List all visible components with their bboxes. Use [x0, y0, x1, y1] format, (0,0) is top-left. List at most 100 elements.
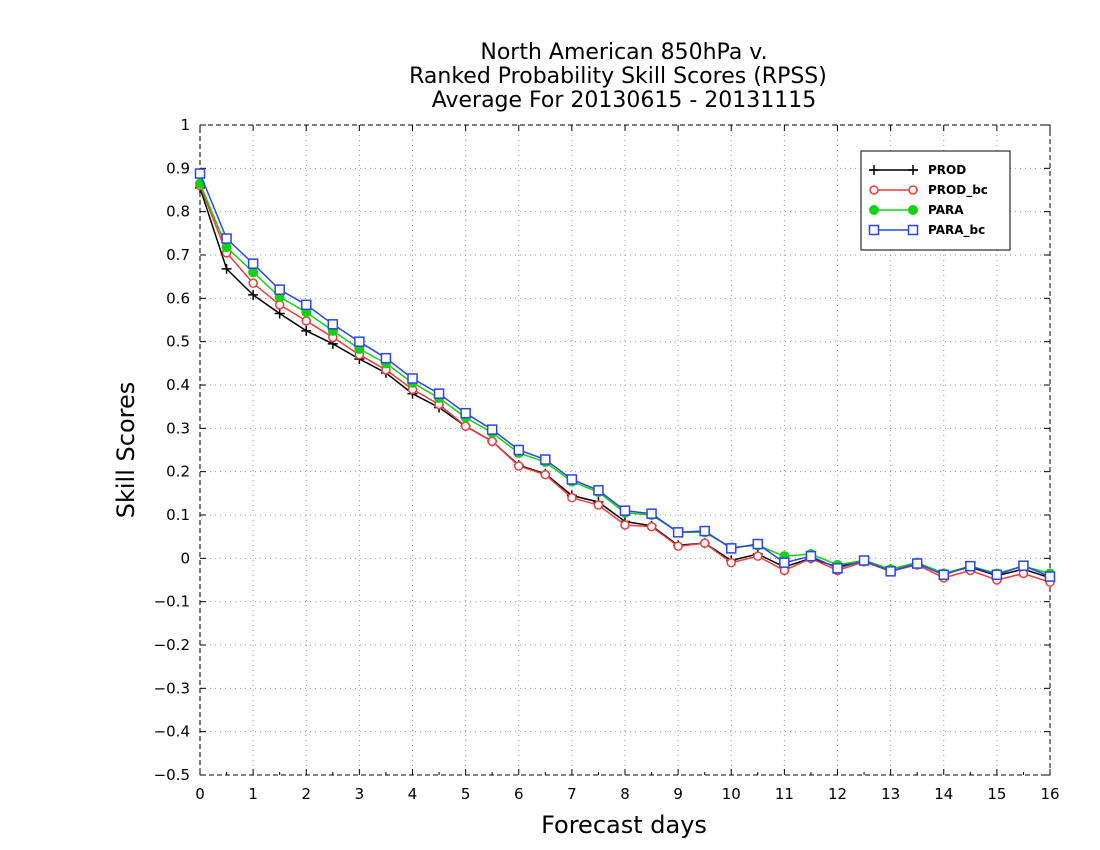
x-tick-label: 4: [408, 785, 418, 803]
x-tick-label: 8: [620, 785, 630, 803]
data-point-para-bc: [407, 373, 418, 384]
data-point-para-bc: [911, 558, 923, 569]
data-point-para-bc: [672, 527, 684, 538]
data-point-para-bc: [274, 284, 285, 295]
data-point-para-bc: [991, 569, 1003, 581]
y-axis-ticks: −0.5 −0.4 −0.3 −0.2 −0.1 0 0.1 0.2 0.3 0.4 0.5 0.6 0…: [154, 116, 1050, 784]
data-point-prod-bc: [699, 538, 710, 548]
data-point-prod-bc: [248, 278, 258, 288]
x-tick-label: 9: [673, 785, 683, 803]
x-tick-label: 7: [567, 785, 577, 803]
data-point-para-bc: [354, 336, 365, 347]
data-point-prod: [301, 325, 312, 336]
data-point-prod-bc: [620, 520, 630, 530]
legend-label: PROD_bc: [928, 183, 988, 198]
y-tick-label: 0.1: [166, 506, 190, 524]
x-tick-label: 10: [722, 785, 741, 803]
x-tick-label: 13: [881, 785, 900, 803]
data-point-para-bc: [380, 352, 392, 364]
y-tick-label: 0.7: [166, 246, 190, 264]
legend-marker: [869, 205, 879, 215]
y-tick-label: 0: [180, 549, 190, 567]
data-point-para-bc: [327, 319, 339, 330]
data-point-para-bc: [699, 525, 710, 537]
legend-marker: [868, 224, 880, 236]
data-point-prod-bc: [593, 500, 604, 510]
data-point-para-bc: [1018, 560, 1029, 571]
data-point-para-bc: [460, 407, 471, 419]
data-point-para-bc: [965, 560, 976, 572]
series-para-bc: [194, 168, 1056, 582]
data-point-prod-bc: [274, 300, 285, 310]
x-tick-label: 11: [775, 785, 794, 803]
data-point-para-bc: [433, 388, 445, 399]
legend-marker: [908, 185, 918, 195]
legend-item-prod: PROD: [869, 163, 966, 177]
data-point-para-bc: [194, 168, 206, 179]
data-point-para-bc: [858, 555, 870, 566]
legend-item-prod-bc: PROD_bc: [869, 183, 988, 198]
data-point-prod-bc: [646, 521, 657, 532]
legend-marker: [908, 165, 918, 175]
data-point-para-bc: [1044, 571, 1056, 582]
data-point-para-bc: [646, 508, 657, 519]
data-point-para-bc: [593, 485, 604, 496]
data-point-prod: [248, 289, 259, 300]
data-point-prod-bc: [726, 557, 736, 568]
y-tick-label: −0.5: [154, 766, 190, 784]
legend-item-para: PARA: [869, 203, 964, 217]
data-point-para-bc: [566, 474, 578, 485]
data-point-prod: [221, 263, 232, 274]
data-point-para-bc: [540, 454, 551, 465]
y-tick-label: 1: [180, 116, 190, 134]
x-tick-label: 3: [355, 785, 365, 803]
data-point-para-bc: [486, 424, 498, 435]
x-tick-label: 16: [1040, 785, 1059, 803]
data-point-prod: [274, 308, 285, 319]
x-tick-label: 15: [987, 785, 1006, 803]
x-tick-label: 12: [828, 785, 847, 803]
x-axis-ticks: 0 1 2 3 4 5 6 7 8 9 10 11 12 13 14 15 16: [195, 125, 1060, 803]
data-point-para-bc: [832, 563, 843, 574]
title-line-2: Ranked Probability Skill Scores (RPSS): [409, 64, 827, 89]
y-tick-label: −0.2: [154, 636, 190, 654]
data-point-prod-bc: [301, 316, 311, 326]
data-point-prod-bc: [514, 461, 524, 471]
x-axis-label: Forecast days: [541, 811, 707, 839]
data-point-para-bc: [938, 569, 949, 581]
data-point-para-bc: [779, 557, 790, 568]
legend-marker: [869, 165, 879, 175]
y-tick-label: −0.4: [154, 723, 190, 741]
data-point-para: [221, 242, 232, 253]
legend-box: [860, 150, 1011, 251]
x-tick-label: 2: [301, 785, 311, 803]
x-tick-label: 5: [461, 785, 471, 803]
data-point-para-bc: [726, 543, 737, 554]
data-point-para-bc: [619, 505, 631, 516]
x-tick-label: 0: [195, 785, 205, 803]
y-tick-label: 0.3: [166, 419, 190, 437]
y-tick-label: 0.6: [166, 289, 190, 307]
y-tick-label: 0.8: [166, 203, 190, 221]
data-point-para: [248, 267, 259, 278]
x-tick-label: 6: [514, 785, 524, 803]
data-point-prod-bc: [753, 551, 763, 561]
data-point-para-bc: [885, 566, 896, 577]
legend-entries: PROD PROD_bc PARA PARA_bc: [868, 163, 988, 238]
y-tick-label: −0.3: [154, 679, 190, 697]
y-axis-label: Skill Scores: [112, 382, 140, 519]
x-tick-label: 1: [248, 785, 258, 803]
series-group: [194, 168, 1056, 587]
legend-label: PROD: [928, 163, 966, 177]
data-point-para-bc: [221, 233, 232, 244]
y-tick-label: 0.9: [166, 159, 190, 177]
data-point-prod-bc: [673, 541, 683, 551]
title-line-1: North American 850hPa v.: [480, 40, 767, 65]
legend-marker: [869, 185, 879, 195]
legend-marker: [907, 224, 919, 236]
legend: PROD PROD_bc PARA PARA_bc: [860, 150, 1011, 251]
data-point-prod-bc: [540, 469, 551, 480]
y-tick-label: 0.4: [166, 376, 190, 394]
data-point-prod-bc: [567, 492, 577, 503]
